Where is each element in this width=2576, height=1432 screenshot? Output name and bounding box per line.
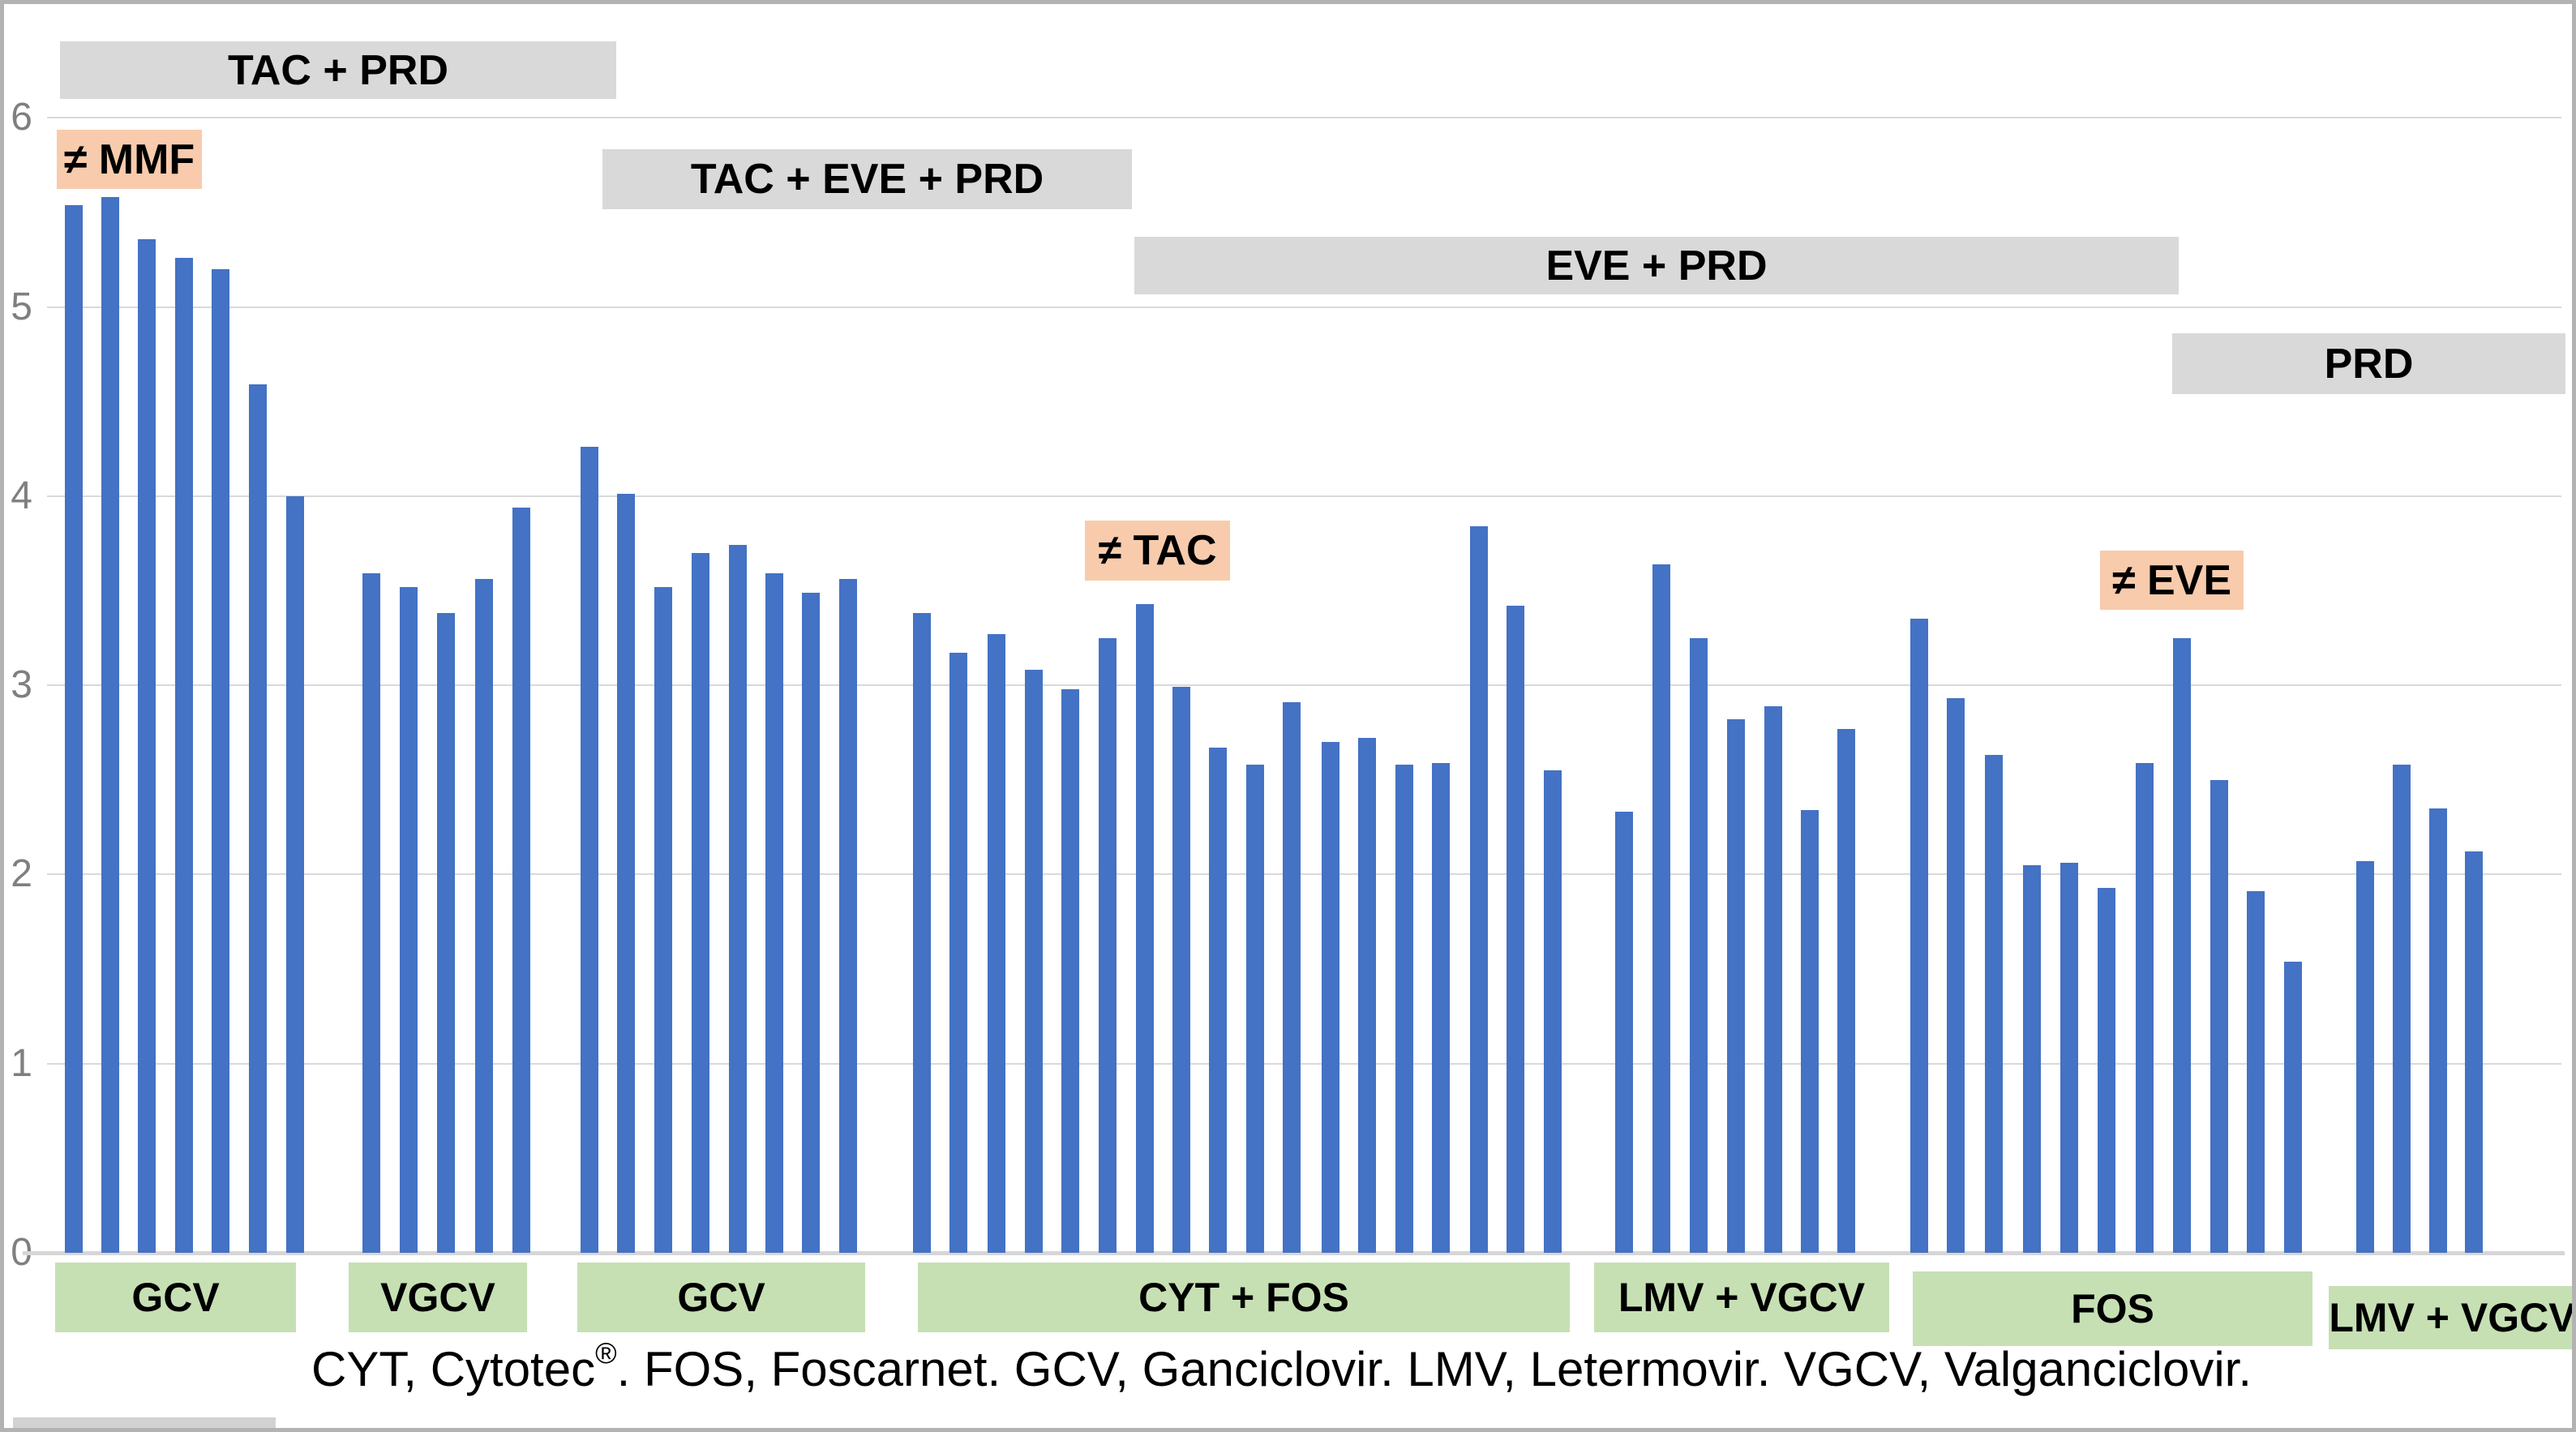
antiviral-group-box: LMV + VGCV [2329, 1286, 2576, 1349]
bar [437, 613, 455, 1253]
bar [1947, 698, 1965, 1253]
bar [2023, 865, 2041, 1253]
neq-annotation-box: ≠ MMF [57, 130, 202, 189]
bar [212, 269, 229, 1253]
bar [913, 613, 931, 1253]
bar [1395, 765, 1413, 1253]
bar [286, 496, 304, 1253]
gridline [47, 684, 2561, 687]
bar [65, 205, 83, 1253]
regimen-box: EVE + PRD [1134, 237, 2179, 294]
regimen-box: PRD [2172, 333, 2565, 394]
bottom-left-partial-box [13, 1417, 276, 1432]
bar [1652, 564, 1670, 1253]
bar [2098, 888, 2115, 1253]
bar [475, 579, 493, 1253]
y-axis-label: 1 [11, 1041, 32, 1085]
bar [654, 587, 672, 1253]
bar [1432, 763, 1450, 1253]
y-axis-label: 5 [11, 285, 32, 328]
bar [1544, 770, 1562, 1253]
bar [1507, 606, 1524, 1253]
bar [2247, 891, 2265, 1253]
bar [2465, 851, 2483, 1253]
bar [1136, 604, 1154, 1253]
bar [1764, 706, 1782, 1253]
bar [2060, 863, 2078, 1253]
y-axis-label: 4 [11, 474, 32, 517]
gridline [47, 117, 2561, 119]
footnote: CYT, Cytotec®. FOS, Foscarnet. GCV, Ganc… [311, 1336, 2252, 1397]
bar [1209, 748, 1227, 1253]
bar [2173, 638, 2191, 1253]
bar [1358, 738, 1376, 1253]
bar [1246, 765, 1264, 1253]
bar [765, 573, 783, 1253]
footnote-text: . FOS, Foscarnet. GCV, Ganciclovir. LMV,… [616, 1342, 2252, 1396]
bar [1837, 729, 1855, 1253]
bar [249, 384, 267, 1253]
bar [101, 197, 119, 1253]
bar [175, 258, 193, 1253]
bar [1470, 526, 1488, 1253]
bar [839, 579, 857, 1253]
regimen-box: TAC + EVE + PRD [602, 149, 1132, 209]
bar [400, 587, 418, 1253]
bar [1985, 755, 2003, 1253]
neq-annotation-box: ≠ EVE [2100, 551, 2244, 610]
bar [138, 239, 156, 1253]
bar [949, 653, 967, 1253]
footnote-text: CYT, Cytotec [311, 1342, 596, 1396]
regimen-box: TAC + PRD [60, 41, 616, 99]
bar [802, 593, 820, 1253]
gridline [47, 306, 2561, 308]
bar [1061, 689, 1079, 1253]
bar [692, 553, 709, 1253]
bar [1727, 719, 1745, 1253]
bar [1099, 638, 1117, 1253]
bar [1801, 810, 1819, 1253]
gridline [47, 495, 2561, 497]
bar [581, 447, 598, 1253]
bar [617, 494, 635, 1253]
antiviral-group-box: LMV + VGCV [1594, 1263, 1889, 1332]
bar [2393, 765, 2411, 1253]
bar [2210, 780, 2228, 1253]
bar [1172, 687, 1190, 1253]
registered-trademark-icon: ® [595, 1336, 617, 1370]
bar [729, 545, 747, 1253]
bar [1322, 742, 1339, 1253]
antiviral-group-box: CYT + FOS [918, 1263, 1570, 1332]
y-axis-label: 3 [11, 663, 32, 707]
bar [512, 508, 530, 1253]
bar [1615, 812, 1633, 1253]
y-axis-label: 6 [11, 96, 32, 139]
bar [362, 573, 380, 1253]
bar [1910, 619, 1928, 1253]
antiviral-group-box: FOS [1913, 1271, 2312, 1346]
antiviral-group-box: GCV [577, 1263, 865, 1332]
gridline [47, 1062, 2561, 1065]
gridline [47, 873, 2561, 876]
bar [2356, 861, 2374, 1253]
antiviral-group-box: GCV [55, 1263, 296, 1332]
bar [2429, 808, 2447, 1253]
neq-annotation-box: ≠ TAC [1085, 521, 1230, 581]
antiviral-group-box: VGCV [349, 1263, 527, 1332]
bar [2136, 763, 2154, 1253]
bar [1690, 638, 1708, 1253]
y-axis-label: 2 [11, 852, 32, 896]
bar [1025, 670, 1043, 1253]
bar [2284, 962, 2302, 1253]
x-axis-line [23, 1251, 2565, 1255]
bar [1283, 702, 1301, 1253]
bar [988, 634, 1005, 1253]
